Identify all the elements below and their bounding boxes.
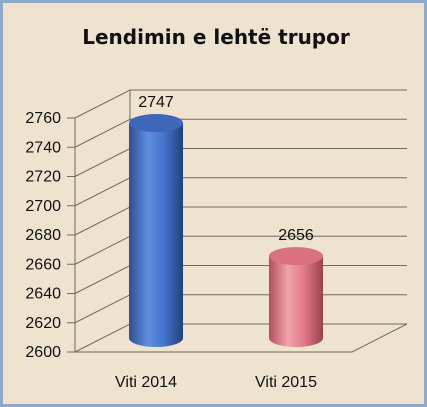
gridline [74,118,407,148]
y-tick-label: 2600 [25,344,61,361]
gridline [74,148,407,177]
floor-edge [75,323,408,353]
y-tick-label: 2700 [25,198,61,215]
y-axis: 2600 2620 2640 2660 2680 2700 2720 2740 2760 [25,110,75,361]
gridline [74,206,407,236]
gridline [74,89,407,119]
gridline [74,265,407,294]
gridline [74,235,407,265]
bar-top [129,114,183,133]
y-tick-label: 2620 [25,315,61,332]
y-tick-label: 2720 [25,169,61,186]
y-tick-label: 2760 [25,110,61,127]
chart-title: Lendimin e lehtë trupor [82,25,350,49]
data-label: 2656 [278,227,314,244]
gridline [74,323,407,353]
x-category-label: Viti 2014 [115,374,177,391]
y-tick-label: 2640 [25,286,61,303]
bars: 2747 2656 [129,94,323,347]
x-category-label: Viti 2015 [255,374,317,391]
chart: Lendimin e lehtë trupor 2600 2620 2640 2660… [25,25,408,391]
bar-top [269,247,323,266]
x-axis: Viti 2014 Viti 2015 [115,374,317,391]
chart-grid [74,89,408,353]
data-label: 2747 [138,94,174,111]
y-tick-label: 2680 [25,227,61,244]
gridline [74,294,407,324]
bar [129,123,183,347]
y-tick-label: 2660 [25,256,61,273]
gridline [74,177,407,207]
bar [269,256,323,347]
y-tick-label: 2740 [25,139,61,156]
